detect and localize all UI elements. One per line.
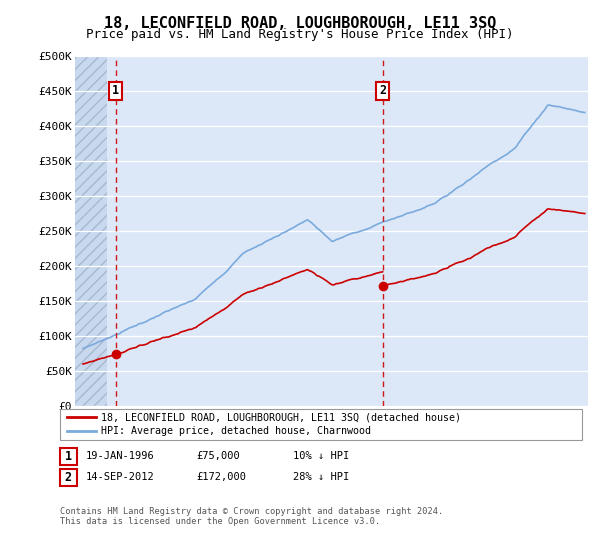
- Bar: [75, 56, 107, 406]
- Text: 14-SEP-2012: 14-SEP-2012: [86, 472, 155, 482]
- Text: 1: 1: [65, 450, 72, 463]
- Text: 28% ↓ HPI: 28% ↓ HPI: [293, 472, 349, 482]
- Text: HPI: Average price, detached house, Charnwood: HPI: Average price, detached house, Char…: [101, 426, 371, 436]
- Text: Price paid vs. HM Land Registry's House Price Index (HPI): Price paid vs. HM Land Registry's House …: [86, 28, 514, 41]
- Text: Contains HM Land Registry data © Crown copyright and database right 2024.
This d: Contains HM Land Registry data © Crown c…: [60, 507, 443, 526]
- Text: £75,000: £75,000: [197, 451, 241, 461]
- Text: £172,000: £172,000: [197, 472, 247, 482]
- Text: 1: 1: [112, 85, 119, 97]
- Text: 2: 2: [379, 85, 386, 97]
- Text: 18, LECONFIELD ROAD, LOUGHBOROUGH, LE11 3SQ: 18, LECONFIELD ROAD, LOUGHBOROUGH, LE11 …: [104, 16, 496, 31]
- Text: 10% ↓ HPI: 10% ↓ HPI: [293, 451, 349, 461]
- Text: 19-JAN-1996: 19-JAN-1996: [86, 451, 155, 461]
- Text: 2: 2: [65, 470, 72, 484]
- Text: 18, LECONFIELD ROAD, LOUGHBOROUGH, LE11 3SQ (detached house): 18, LECONFIELD ROAD, LOUGHBOROUGH, LE11 …: [101, 412, 461, 422]
